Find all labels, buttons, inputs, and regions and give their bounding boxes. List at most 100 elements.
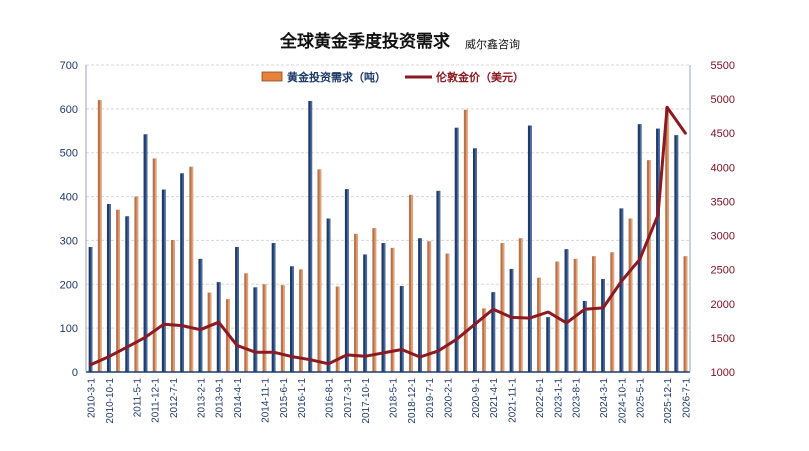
x-tick-label: 2023-8-1 [572,378,583,418]
bar-body [235,247,239,372]
x-tick-label: 2022-6-1 [535,378,546,418]
right-tick-label: 4500 [711,128,735,140]
left-axis-ticks: 0 100 200 300 400 500 600 700 [60,60,78,379]
bar-highlight [630,218,633,372]
bar [262,284,267,372]
bar [473,148,477,372]
bar-highlight [401,286,404,372]
x-tick-label: 2013-2-1 [196,378,207,418]
bar [619,208,624,372]
x-tick-label: 2012-7-1 [169,378,180,418]
x-tick-label: 2015-6-1 [279,378,290,418]
bar-highlight [301,269,303,372]
bar-body [665,107,670,373]
bar [289,266,294,372]
bar-body [152,158,157,372]
bar [372,228,377,372]
bar-highlight [90,247,93,372]
bar [106,204,111,372]
bar-highlight [649,160,651,372]
x-tick-label: 2024-10-1 [617,378,628,424]
bar [216,282,221,372]
bar-highlight [163,189,166,372]
bar-highlight [685,256,688,372]
bar-highlight [200,258,203,372]
bar-highlight [658,128,660,372]
bar-body [610,252,615,372]
bar [171,239,175,372]
bar [537,277,541,372]
bar-highlight [465,109,468,372]
bar [509,268,514,372]
bar-body [463,109,468,372]
bar-body [637,124,642,372]
bar [125,216,130,372]
bar-highlight [347,189,349,372]
bar [88,247,93,372]
bar-highlight [328,218,331,372]
x-tick-label: 2020-2-1 [443,378,454,418]
bar [527,125,532,372]
bar-body [171,239,175,372]
bar-highlight [365,254,368,372]
bar-body [161,189,166,372]
bar-body [482,308,487,372]
bar [326,218,331,372]
bar-body [445,253,450,372]
bar [445,253,450,372]
right-tick-label: 1000 [711,367,735,379]
bar [408,194,413,372]
bar [683,256,688,372]
bar-highlight [109,204,111,372]
bar-highlight [511,268,514,372]
right-tick-label: 3000 [711,231,735,243]
bar-body [601,279,605,372]
left-tick-label: 600 [60,104,78,116]
bar-highlight [209,292,212,372]
bar-body [527,125,532,372]
bar-highlight [356,233,358,372]
bar [344,189,349,372]
bar-highlight [530,125,532,372]
bar-highlight [237,247,239,372]
bar [180,173,185,372]
chart-subtitle: 威尔鑫咨询 [465,37,520,51]
x-tick-label: 2016-8-1 [325,378,336,418]
x-tick-label: 2010-10-1 [105,378,116,424]
chart-title: 全球黄金季度投资需求 [279,31,450,52]
bar-body [216,282,221,372]
bar-body [326,218,331,372]
bar [381,243,386,372]
bar-highlight [411,194,413,372]
bar [280,285,285,372]
bar [601,279,605,372]
bar [610,252,615,372]
right-tick-label: 5500 [711,60,735,72]
left-tick-label: 100 [60,323,78,335]
bar-highlight [264,284,267,372]
x-tick-label: 2010-3-1 [87,378,98,418]
x-tick-label: 2014-11-1 [260,378,271,423]
right-axis-ticks: 1000 1500 2000 2500 3000 3500 4000 4500 5000 5500 [711,60,735,379]
bar-highlight [676,135,679,372]
x-tick-label: 2024-3-1 [599,378,610,418]
left-tick-label: 700 [60,60,78,72]
legend-bar-swatch [261,71,283,82]
bar-highlight [493,292,496,372]
bar-highlight [456,127,459,372]
x-tick-label: 2026-7-1 [681,378,692,418]
axes [85,65,691,373]
bar-body [628,218,633,372]
left-tick-label: 400 [60,192,78,204]
x-tick-label: 2023-1-1 [553,378,564,418]
right-tick-label: 3500 [711,196,735,208]
x-tick-label: 2021-11-1 [508,378,519,423]
bar [198,258,203,372]
bar-highlight [310,100,313,372]
bar [97,100,102,372]
bar [189,166,194,372]
left-tick-label: 500 [60,148,78,160]
bar-highlight [273,243,276,372]
bar [152,158,157,372]
